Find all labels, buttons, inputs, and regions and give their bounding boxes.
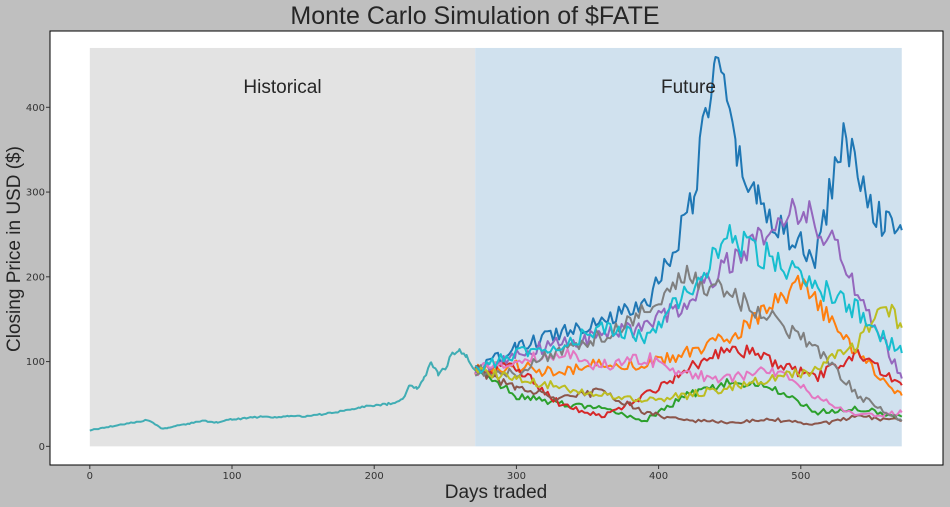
y-axis-ticks: 0 100 200 300 400 <box>26 103 50 453</box>
y-tick-label: 100 <box>26 357 45 368</box>
x-tick-label: 200 <box>365 471 384 482</box>
x-axis-ticks: 0 100 200 300 400 500 <box>87 465 810 482</box>
region-labels: Historical Future <box>243 77 715 98</box>
simulation-line-2 <box>474 274 903 396</box>
y-tick-label: 0 <box>39 442 45 453</box>
y-tick-label: 200 <box>26 272 45 283</box>
x-tick-label: 500 <box>791 471 810 482</box>
y-axis-label: Closing Price in USD ($) <box>4 146 25 352</box>
simulation-line-6 <box>474 364 902 426</box>
chart-title: Monte Carlo Simulation of $FATE <box>290 2 659 30</box>
x-axis-label: Days traded <box>445 482 547 503</box>
y-tick-label: 400 <box>26 103 45 114</box>
x-tick-label: 0 <box>87 471 93 482</box>
region-future <box>475 47 902 447</box>
simulation-line-3 <box>474 369 903 423</box>
historical-line <box>89 348 476 432</box>
region-label-historical: Historical <box>243 77 321 98</box>
simulation-line-10 <box>474 224 903 374</box>
y-tick-label: 300 <box>26 188 45 199</box>
region-label-future: Future <box>661 77 716 98</box>
simulation-line-9 <box>474 303 903 403</box>
x-tick-label: 100 <box>222 471 241 482</box>
simulation-line-1 <box>474 56 903 373</box>
chart-regions <box>89 47 902 447</box>
simulation-line-8 <box>474 264 903 422</box>
region-historical <box>89 47 476 447</box>
x-tick-label: 300 <box>507 471 526 482</box>
x-tick-label: 400 <box>649 471 668 482</box>
chart-series <box>89 56 903 432</box>
